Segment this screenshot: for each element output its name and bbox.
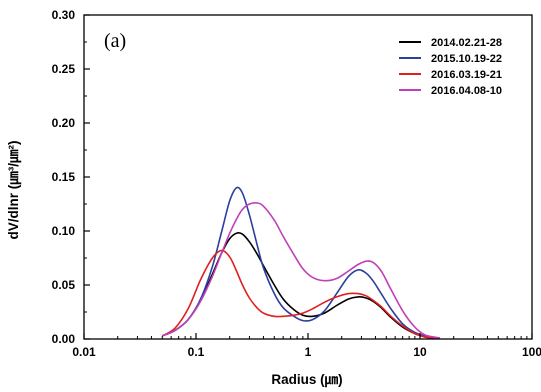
y-tick-label: 0.15 — [52, 170, 76, 184]
y-tick-label: 0.00 — [52, 332, 76, 346]
legend-label-1: 2014.02.21-28 — [431, 37, 502, 49]
y-axis-label: dV/dlnr (㎛³/㎛²) — [6, 141, 22, 240]
series-line-2 — [161, 186, 440, 339]
legend-label-2: 2015.10.19-22 — [431, 53, 502, 65]
y-tick-label: 0.20 — [52, 116, 76, 130]
series-curves — [161, 186, 440, 339]
y-tick-label: 0.30 — [52, 8, 76, 22]
legend: 2014.02.21-28 2015.10.19-22 2016.03.19-21 2… — [399, 37, 502, 97]
series-line-4 — [161, 201, 440, 339]
y-tick-label: 0.10 — [52, 224, 76, 238]
series-line-3 — [161, 249, 440, 339]
x-tick-label: 0.01 — [72, 345, 96, 359]
x-tick-label: 100 — [522, 345, 541, 359]
x-tick-label: 10 — [413, 345, 427, 359]
legend-label-4: 2016.04.08-10 — [431, 85, 502, 97]
panel-label: (a) — [104, 30, 126, 52]
x-axis-ticks: 0.01 0.1 1 10 100 — [72, 333, 541, 359]
y-tick-label: 0.25 — [52, 62, 76, 76]
y-axis-ticks: 0.00 0.05 0.10 0.15 0.20 0.25 0.30 — [52, 8, 90, 346]
legend-label-3: 2016.03.19-21 — [431, 69, 502, 81]
y-tick-label: 0.05 — [52, 278, 76, 292]
x-tick-label: 1 — [305, 345, 312, 359]
x-axis-label: Radius (㎛) — [271, 372, 342, 388]
x-tick-label: 0.1 — [188, 345, 205, 359]
